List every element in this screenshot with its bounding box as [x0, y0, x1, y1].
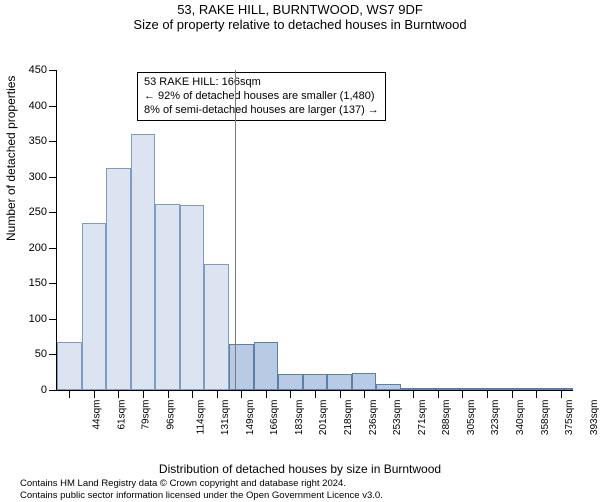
page-title: 53, RAKE HILL, BURNTWOOD, WS7 9DF [0, 2, 600, 17]
x-tick-label: 393sqm [589, 400, 600, 436]
y-tick-label: 450 [29, 64, 57, 76]
x-tick [266, 390, 267, 398]
y-tick-label: 250 [29, 206, 57, 218]
x-tick [143, 390, 144, 398]
histogram-bar [131, 134, 156, 390]
x-tick-label: 305sqm [466, 400, 477, 436]
x-tick-label: 236sqm [368, 400, 379, 436]
x-tick-label: 358sqm [540, 400, 551, 436]
x-tick-label: 44sqm [92, 400, 103, 430]
threshold-marker [235, 70, 236, 390]
x-tick [69, 390, 70, 398]
histogram-bar [229, 344, 254, 390]
x-tick [512, 390, 513, 398]
x-tick [413, 390, 414, 398]
annotation-line: ← 92% of detached houses are smaller (1,… [144, 90, 379, 104]
x-tick [364, 390, 365, 398]
histogram-bar [204, 264, 229, 390]
annotation-box: 53 RAKE HILL: 166sqm ← 92% of detached h… [137, 72, 386, 121]
histogram-bar [327, 374, 352, 390]
x-tick-label: 323sqm [491, 400, 502, 436]
y-tick-label: 300 [29, 171, 57, 183]
x-tick [94, 390, 95, 398]
y-tick-label: 0 [41, 384, 57, 396]
histogram-bar [254, 342, 279, 390]
x-tick [536, 390, 537, 398]
x-tick-label: 253sqm [392, 400, 403, 436]
x-tick [340, 390, 341, 398]
footer-attribution: Contains HM Land Registry data © Crown c… [20, 478, 600, 502]
x-tick [168, 390, 169, 398]
histogram-bar [180, 205, 205, 390]
histogram-bar [278, 374, 303, 390]
annotation-line: 8% of semi-detached houses are larger (1… [144, 104, 379, 118]
x-tick-label: 131sqm [220, 400, 231, 436]
histogram-bar [303, 374, 328, 390]
x-tick [487, 390, 488, 398]
footer-line: Contains HM Land Registry data © Crown c… [20, 478, 600, 490]
x-tick-label: 271sqm [417, 400, 428, 436]
y-tick-label: 50 [35, 348, 57, 360]
y-tick-label: 100 [29, 313, 57, 325]
y-tick-label: 350 [29, 135, 57, 147]
x-tick-label: 166sqm [269, 400, 280, 436]
x-tick-label: 288sqm [441, 400, 452, 436]
x-tick [315, 390, 316, 398]
y-tick-label: 200 [29, 242, 57, 254]
x-tick-label: 96sqm [166, 400, 177, 430]
histogram-bar [352, 373, 377, 390]
x-tick-label: 149sqm [245, 400, 256, 436]
plot-area: 53 RAKE HILL: 166sqm ← 92% of detached h… [56, 70, 573, 391]
histogram-chart: Number of detached properties 53 RAKE HI… [0, 38, 600, 458]
y-tick-label: 150 [29, 277, 57, 289]
x-tick-label: 201sqm [319, 400, 330, 436]
x-tick-label: 340sqm [515, 400, 526, 436]
x-tick [241, 390, 242, 398]
x-tick [192, 390, 193, 398]
x-tick [561, 390, 562, 398]
x-axis-label: Distribution of detached houses by size … [0, 462, 600, 476]
x-tick-label: 114sqm [195, 400, 206, 435]
x-tick-label: 61sqm [116, 400, 127, 430]
x-tick-label: 375sqm [564, 400, 575, 436]
x-tick-label: 79sqm [141, 400, 152, 430]
y-tick-label: 400 [29, 100, 57, 112]
x-tick [438, 390, 439, 398]
histogram-bar [57, 342, 82, 390]
histogram-bar [155, 204, 180, 390]
x-tick [290, 390, 291, 398]
page-subtitle: Size of property relative to detached ho… [0, 17, 600, 32]
x-tick [118, 390, 119, 398]
y-axis-label: Number of detached properties [4, 76, 18, 241]
x-tick [217, 390, 218, 398]
x-tick-label: 218sqm [343, 400, 354, 436]
histogram-bar [82, 223, 107, 390]
x-tick-label: 183sqm [294, 400, 305, 436]
annotation-line: 53 RAKE HILL: 166sqm [144, 76, 379, 90]
histogram-bar [106, 168, 131, 390]
x-tick [462, 390, 463, 398]
x-tick [389, 390, 390, 398]
